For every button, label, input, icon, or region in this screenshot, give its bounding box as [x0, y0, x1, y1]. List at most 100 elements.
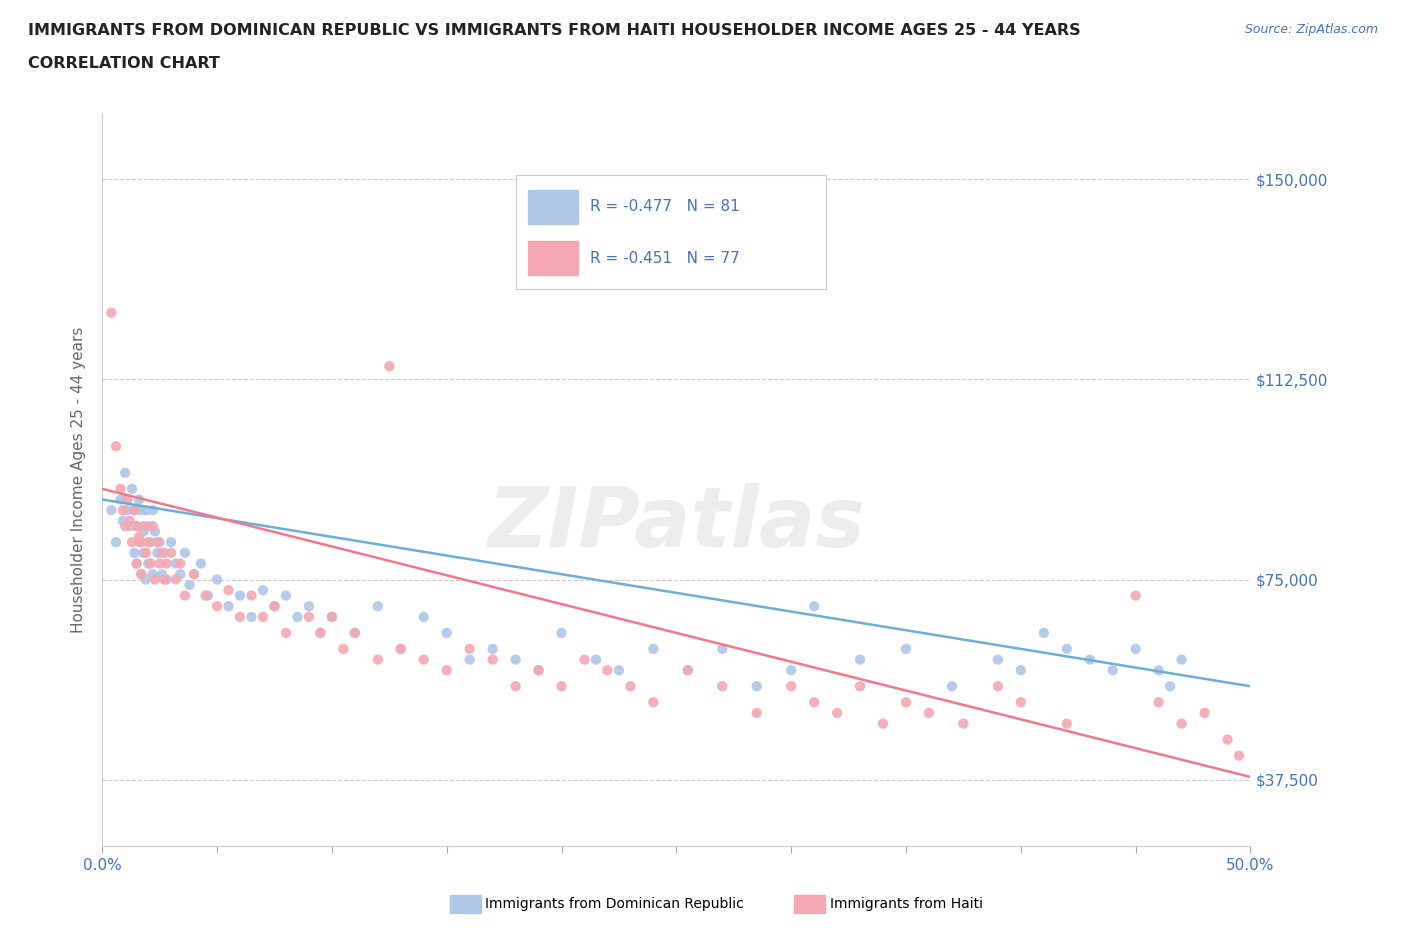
- Point: [676, 663, 699, 678]
- Point: [298, 599, 321, 614]
- Point: [1056, 642, 1078, 657]
- Point: [229, 609, 252, 624]
- Point: [150, 545, 173, 560]
- Point: [136, 535, 159, 550]
- Point: [205, 599, 228, 614]
- Point: [128, 492, 150, 507]
- Point: [780, 679, 803, 694]
- Point: [527, 663, 550, 678]
- Point: [643, 642, 665, 657]
- Point: [125, 556, 148, 571]
- Point: [458, 642, 481, 657]
- Point: [160, 545, 183, 560]
- Point: [252, 609, 274, 624]
- Point: [111, 513, 134, 528]
- Point: [229, 588, 252, 603]
- Point: [412, 652, 434, 667]
- Point: [125, 519, 148, 534]
- Point: [117, 503, 139, 518]
- Point: [124, 503, 146, 518]
- Point: [1101, 663, 1123, 678]
- Point: [139, 556, 162, 571]
- Point: [118, 513, 141, 528]
- Point: [129, 566, 152, 581]
- Point: [987, 679, 1010, 694]
- Point: [218, 583, 240, 598]
- Point: [197, 588, 219, 603]
- Point: [128, 535, 150, 550]
- Point: [274, 626, 297, 641]
- Point: [849, 652, 872, 667]
- Point: [160, 535, 183, 550]
- Point: [412, 609, 434, 624]
- Text: CORRELATION CHART: CORRELATION CHART: [28, 56, 219, 71]
- Point: [1170, 652, 1192, 667]
- Point: [309, 626, 332, 641]
- Point: [481, 652, 503, 667]
- Point: [117, 492, 139, 507]
- Point: [745, 706, 768, 721]
- Point: [367, 599, 389, 614]
- Y-axis label: Householder Income Ages 25 - 44 years: Householder Income Ages 25 - 44 years: [72, 326, 86, 632]
- Point: [132, 519, 155, 534]
- Point: [110, 482, 132, 497]
- Point: [309, 626, 332, 641]
- Text: Source: ZipAtlas.com: Source: ZipAtlas.com: [1244, 23, 1378, 36]
- Point: [872, 716, 894, 731]
- Point: [240, 609, 263, 624]
- Point: [321, 609, 343, 624]
- Point: [124, 545, 146, 560]
- Point: [124, 503, 146, 518]
- Point: [803, 695, 825, 710]
- Point: [574, 652, 596, 667]
- Point: [114, 465, 136, 480]
- Point: [240, 588, 263, 603]
- Point: [263, 599, 285, 614]
- Point: [173, 545, 195, 560]
- Point: [136, 519, 159, 534]
- Point: [136, 556, 159, 571]
- Point: [100, 305, 122, 320]
- Point: [194, 588, 217, 603]
- Point: [825, 706, 848, 721]
- Point: [218, 599, 240, 614]
- Point: [142, 566, 165, 581]
- Point: [711, 679, 734, 694]
- Point: [596, 663, 619, 678]
- Point: [1194, 706, 1216, 721]
- Point: [367, 652, 389, 667]
- Point: [104, 535, 127, 550]
- Point: [118, 519, 141, 534]
- Point: [343, 626, 366, 641]
- Point: [129, 535, 152, 550]
- Point: [849, 679, 872, 694]
- Point: [780, 663, 803, 678]
- Point: [153, 572, 176, 587]
- Text: IMMIGRANTS FROM DOMINICAN REPUBLIC VS IMMIGRANTS FROM HAITI HOUSEHOLDER INCOME A: IMMIGRANTS FROM DOMINICAN REPUBLIC VS IM…: [28, 23, 1081, 38]
- Point: [378, 359, 401, 374]
- Point: [894, 695, 917, 710]
- Point: [183, 566, 205, 581]
- Point: [803, 599, 825, 614]
- Point: [155, 556, 177, 571]
- Point: [143, 572, 166, 587]
- Point: [745, 679, 768, 694]
- Point: [205, 572, 228, 587]
- Point: [121, 535, 143, 550]
- Point: [952, 716, 974, 731]
- Point: [143, 525, 166, 539]
- Point: [481, 642, 503, 657]
- Point: [436, 663, 458, 678]
- Point: [132, 545, 155, 560]
- Point: [165, 572, 187, 587]
- Point: [1125, 588, 1147, 603]
- Point: [135, 572, 157, 587]
- Point: [389, 642, 412, 657]
- Point: [125, 519, 148, 534]
- Point: [1125, 642, 1147, 657]
- Point: [179, 578, 201, 592]
- Point: [150, 566, 173, 581]
- Point: [149, 535, 172, 550]
- Point: [100, 503, 122, 518]
- Point: [643, 695, 665, 710]
